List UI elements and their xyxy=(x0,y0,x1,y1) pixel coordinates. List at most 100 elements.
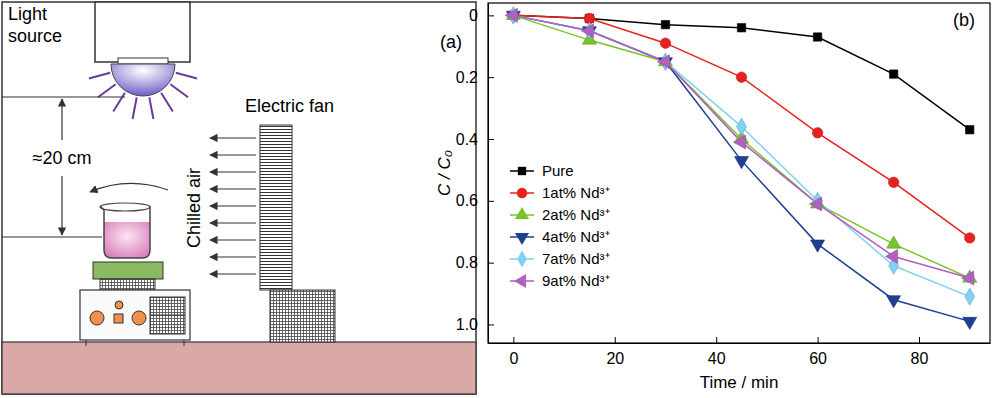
x-tick: 40 xyxy=(708,337,726,367)
x-tick: 0 xyxy=(509,337,518,367)
legend-marker xyxy=(517,250,527,267)
legend-label: 2at% Nd³⁺ xyxy=(542,206,610,223)
stirrer-knob xyxy=(132,311,146,325)
light-source-label: Lightsource xyxy=(8,4,62,46)
dimension-arrow xyxy=(61,99,62,140)
stirrer-button xyxy=(114,314,123,323)
light-ray xyxy=(89,73,110,79)
air-arrow xyxy=(210,239,256,240)
series-marker xyxy=(962,271,974,285)
lamp-housing xyxy=(95,2,190,62)
series-line xyxy=(513,15,969,129)
panel-frame xyxy=(2,2,476,394)
figure: (a)Lightsource≈20 cmElectric fanChilled … xyxy=(0,0,1000,398)
air-arrow xyxy=(210,188,256,189)
y-tick-label: 0.2 xyxy=(456,69,478,86)
x-axis-title: Time / min xyxy=(700,373,779,392)
level-line xyxy=(2,96,125,97)
light-ray xyxy=(176,73,197,79)
series-marker xyxy=(737,24,745,32)
panel-label: (a) xyxy=(440,32,462,52)
x-tick-label: 40 xyxy=(708,350,726,367)
series-marker xyxy=(813,33,821,41)
fan-column xyxy=(260,125,292,290)
x-tick: 60 xyxy=(809,337,827,367)
x-tick-mark xyxy=(615,337,616,343)
stirrer-foot xyxy=(184,340,185,346)
dimension-arrow xyxy=(61,176,62,235)
air-arrow xyxy=(210,154,256,155)
series-marker xyxy=(965,233,975,243)
y-tick-mark xyxy=(488,324,494,325)
legend-marker xyxy=(517,188,527,198)
legend-item: 1at% Nd³⁺ xyxy=(510,184,610,201)
legend-label: 4at% Nd³⁺ xyxy=(542,228,610,245)
light-ray xyxy=(113,93,125,112)
stirrer-display-divider xyxy=(150,315,185,316)
series-marker xyxy=(736,72,746,82)
series-marker xyxy=(810,197,822,211)
series-marker xyxy=(735,157,749,169)
series-marker xyxy=(812,128,822,138)
y-tick-label: 0.6 xyxy=(456,192,478,209)
legend-marker xyxy=(514,274,526,288)
legend-label: Pure xyxy=(542,162,574,179)
light-source-line: Light xyxy=(8,4,47,24)
series-marker xyxy=(657,55,669,69)
y-axis-title: C / C₀ xyxy=(435,150,454,196)
y-axis-line xyxy=(488,4,489,344)
fan-base xyxy=(270,290,335,342)
beaker xyxy=(100,206,150,258)
level-line xyxy=(2,236,102,237)
y-tick-label: 1.0 xyxy=(456,316,478,333)
x-tick-label: 80 xyxy=(911,350,929,367)
legend-marker xyxy=(515,233,529,245)
series-line xyxy=(513,15,969,321)
legend-label: 1at% Nd³⁺ xyxy=(542,184,610,201)
light-source-line: source xyxy=(8,26,62,46)
plot-frame xyxy=(488,3,990,343)
series-marker xyxy=(963,317,977,329)
series-marker xyxy=(886,249,898,263)
series-marker xyxy=(888,177,898,187)
y-tick: 1.0 xyxy=(456,316,494,333)
y-tick-label: 0.4 xyxy=(456,131,478,148)
series-marker xyxy=(889,70,897,78)
panel-label: (b) xyxy=(953,10,975,30)
series-marker xyxy=(661,20,669,28)
series-marker xyxy=(887,296,901,308)
beaker-rim xyxy=(100,203,150,211)
y-tick-mark xyxy=(488,15,494,16)
legend: Pure 1at% Nd³⁺ 2at% Nd³⁺ 4at% Nd³⁺ 7at% Nd³⁺… xyxy=(510,162,610,289)
air-arrow xyxy=(210,205,256,206)
x-tick-label: 60 xyxy=(809,350,827,367)
air-arrow xyxy=(210,137,256,138)
y-tick-mark xyxy=(488,139,494,140)
series-marker xyxy=(811,240,825,252)
light-ray xyxy=(133,97,137,119)
series-marker xyxy=(966,126,974,134)
x-tick: 20 xyxy=(606,337,624,367)
legend-item: 7at% Nd³⁺ xyxy=(510,250,610,268)
air-arrow xyxy=(210,273,256,274)
x-tick-mark xyxy=(818,337,819,343)
stirrer-body xyxy=(80,290,190,340)
distance-label: ≈20 cm xyxy=(33,148,92,168)
light-rays xyxy=(89,73,197,119)
plot-area xyxy=(505,7,976,330)
series-line xyxy=(513,15,969,278)
x-tick-label: 20 xyxy=(606,350,624,367)
air-arrow xyxy=(210,171,256,172)
y-axis: 00.20.40.60.81.0 xyxy=(456,4,494,344)
air-label: Chilled air xyxy=(184,168,204,248)
light-ray xyxy=(170,84,188,97)
x-tick-mark xyxy=(716,337,717,343)
ground xyxy=(2,342,476,394)
lamp-bulb xyxy=(111,64,175,96)
legend-item: Pure xyxy=(510,162,574,179)
y-tick-mark xyxy=(488,201,494,202)
stirrer-foot xyxy=(86,340,87,346)
lamp-neck xyxy=(118,58,168,64)
series-marker xyxy=(887,236,901,248)
y-tick-mark xyxy=(488,77,494,78)
